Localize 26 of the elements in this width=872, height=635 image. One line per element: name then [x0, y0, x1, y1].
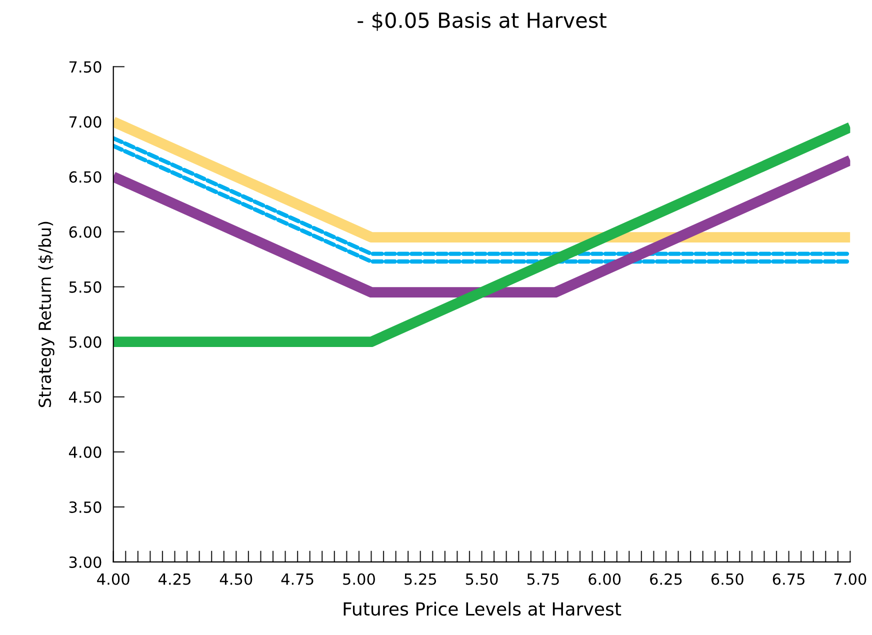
x-tick-label: 4.50 [220, 573, 252, 585]
x-axis-title: Futures Price Levels at Harvest [344, 602, 622, 616]
y-tick-label: 5.50 [69, 281, 102, 293]
y-tick-label: 6.50 [69, 171, 102, 183]
y-tick-label: 7.50 [69, 61, 102, 73]
x-tick-label: 4.25 [158, 573, 190, 585]
y-tick-label: 7.00 [69, 116, 102, 128]
chart-title: - $0.05 Basis at Harvest [358, 12, 606, 31]
y-tick-label: 4.50 [68, 391, 102, 403]
x-tick-label: 5.75 [527, 574, 559, 585]
y-tick-label: 5.00 [69, 336, 102, 348]
y-tick-label: 3.50 [69, 501, 102, 513]
y-tick-label: 3.00 [69, 556, 102, 568]
x-tick-label: 4.75 [281, 574, 314, 585]
x-tick-label: 7.00 [834, 573, 866, 585]
x-tick-label: 4.00 [97, 573, 130, 585]
x-tick-label: 6.25 [650, 573, 682, 585]
x-tick-label: 5.00 [343, 573, 375, 585]
y-tick-label: 6.00 [69, 226, 102, 238]
x-tick-label: 5.50 [466, 573, 498, 585]
y-tick-label: 4.00 [68, 446, 102, 458]
x-tick-label: 6.75 [772, 573, 804, 585]
y-axis-title: Strategy Return ($/bu) [38, 222, 54, 408]
x-tick-label: 6.00 [588, 573, 621, 585]
x-tick-label: 6.50 [711, 573, 744, 585]
x-tick-label: 5.25 [404, 573, 436, 585]
